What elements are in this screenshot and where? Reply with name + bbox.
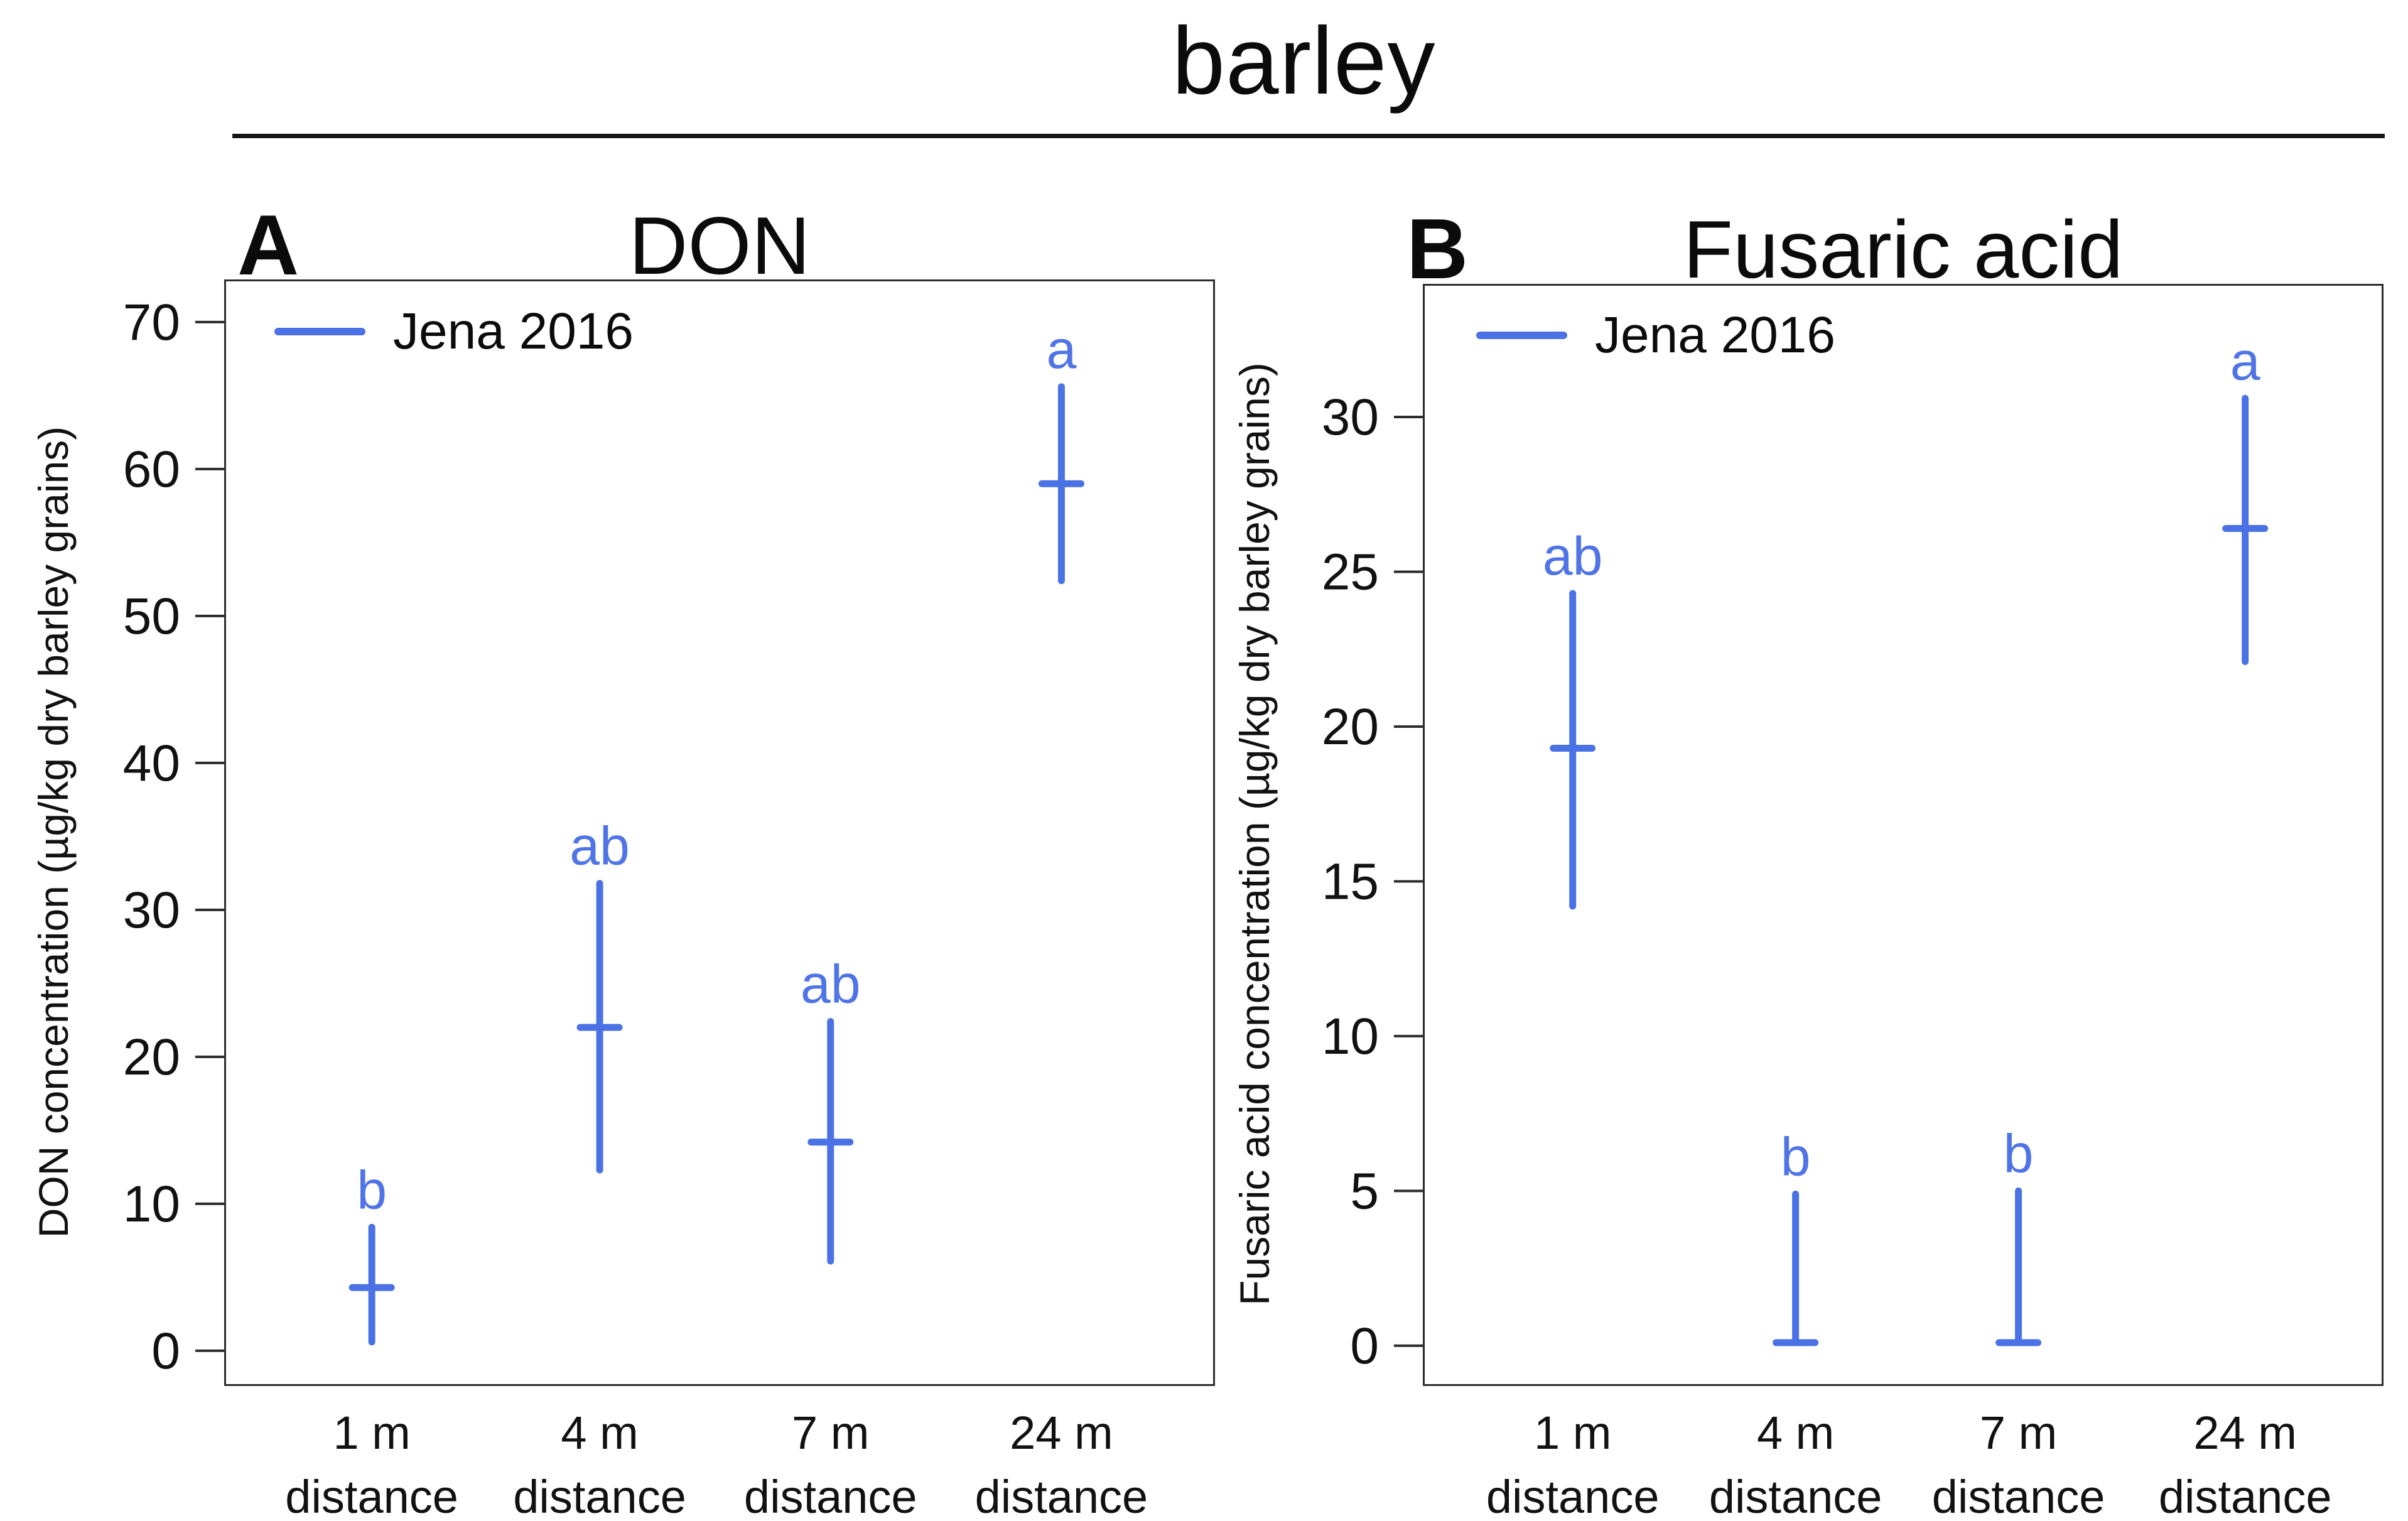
y-tick-label: 20 [1322,698,1379,755]
x-tick-label: distance [285,1471,458,1521]
title-underline [232,134,2385,138]
x-tick-label: 4 m [1757,1407,1834,1459]
figure-title: barley [1172,8,1436,114]
x-tick-label: distance [744,1471,917,1521]
legend-label: Jena 2016 [393,303,634,360]
y-tick-label: 25 [1322,543,1379,600]
x-tick-label: 24 m [1010,1407,1113,1459]
y-tick-label: 30 [1322,389,1379,446]
y-tick-label: 5 [1350,1162,1379,1220]
y-tick-label: 20 [123,1029,180,1086]
panel-a-plot-area [224,279,1215,1386]
x-tick-label: 7 m [1980,1407,2057,1459]
y-tick-label: 0 [1350,1318,1379,1375]
legend-line-icon [1476,332,1567,339]
x-tick-label: distance [2159,1471,2332,1521]
y-tick-label: 10 [123,1176,180,1233]
panel-b-legend: Jena 2016 [1476,306,1836,364]
x-tick-label: 7 m [792,1407,869,1459]
x-tick-label: 4 m [561,1407,638,1459]
y-tick-label: 60 [123,441,180,498]
x-tick-label: distance [1709,1471,1882,1521]
panel-a-label: A [237,197,300,293]
panel-b-title: Fusaric acid [1683,203,2124,295]
x-tick-label: distance [513,1471,686,1521]
x-tick-label: distance [1486,1471,1660,1521]
panel-a-y-axis-label: DON concentration (µg/kg dry barley grai… [30,426,77,1238]
panel-b-plot-area [1423,284,2384,1386]
y-tick-label: 70 [123,294,180,351]
y-tick-label: 0 [151,1323,180,1380]
y-tick-label: 15 [1322,853,1379,910]
x-tick-label: distance [975,1471,1148,1521]
legend-line-icon [274,328,365,335]
legend-label: Jena 2016 [1595,306,1836,364]
panel-a-title: DON [629,200,811,291]
y-tick-label: 10 [1322,1008,1379,1065]
y-tick-label: 30 [123,882,180,939]
panel-a-legend: Jena 2016 [274,303,634,360]
x-tick-label: distance [1932,1471,2105,1521]
panel-b-label: B [1406,201,1469,296]
y-tick-label: 40 [123,735,180,792]
panel-b-y-axis-label: Fusaric acid concentration (µg/kg dry ba… [1231,362,1278,1306]
y-tick-label: 50 [123,588,180,645]
x-tick-label: 24 m [2193,1407,2297,1459]
x-tick-label: 1 m [333,1407,410,1459]
x-tick-label: 1 m [1534,1407,1611,1459]
